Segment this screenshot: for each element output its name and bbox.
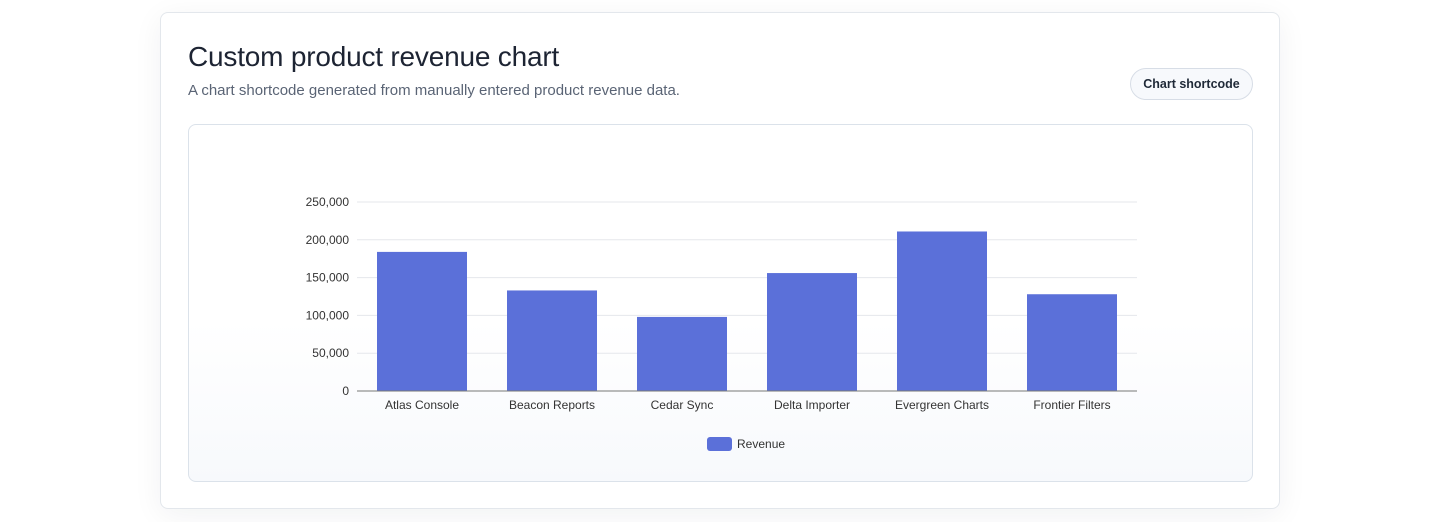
- revenue-bar-chart: 0 50,000 100,000 150,000 200,000 250,000 Atlas…: [306, 195, 1137, 451]
- page-subtitle: A chart shortcode generated from manuall…: [188, 82, 680, 99]
- page-title: Custom product revenue chart: [188, 41, 560, 72]
- chart-shortcode-button[interactable]: Chart shortcode: [1130, 68, 1253, 100]
- x-category-label: Cedar Sync: [651, 398, 714, 412]
- x-category-label: Delta Importer: [774, 398, 850, 412]
- chart-panel: 0 50,000 100,000 150,000 200,000 250,000 Atlas…: [188, 124, 1253, 482]
- y-tick-label: 200,000: [306, 233, 350, 247]
- x-category-label: Beacon Reports: [509, 398, 595, 412]
- bar: [377, 251, 467, 391]
- x-category-label: Evergreen Charts: [895, 398, 989, 412]
- bar: [1027, 294, 1117, 391]
- bar: [897, 231, 987, 391]
- legend-label: Revenue: [737, 437, 785, 451]
- bar: [637, 316, 727, 391]
- x-category-label: Frontier Filters: [1033, 398, 1110, 412]
- y-tick-label: 100,000: [306, 308, 350, 322]
- y-tick-label: 50,000: [312, 346, 349, 360]
- bar: [767, 273, 857, 391]
- y-tick-label: 250,000: [306, 195, 350, 209]
- bar: [507, 290, 597, 391]
- y-tick-label: 150,000: [306, 271, 350, 285]
- x-category-label: Atlas Console: [385, 398, 459, 412]
- chart-card: Custom product revenue chart A chart sho…: [160, 12, 1280, 509]
- legend-swatch: [707, 437, 732, 451]
- y-tick-label: 0: [342, 384, 349, 398]
